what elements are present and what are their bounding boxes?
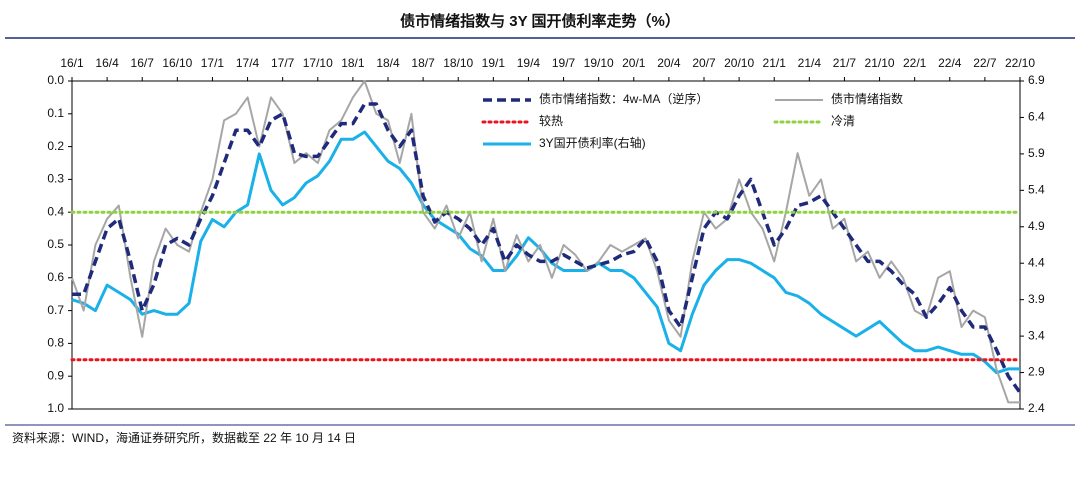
x-tick-label: 18/4 — [376, 56, 400, 70]
x-tick-label: 21/7 — [833, 56, 857, 70]
x-tick-label: 19/4 — [517, 56, 541, 70]
y2-tick-label: 6.4 — [1028, 110, 1045, 124]
x-tick-label: 20/10 — [724, 56, 754, 70]
x-tick-label: 22/10 — [1005, 56, 1035, 70]
y2-tick-label: 4.4 — [1028, 255, 1045, 269]
x-tick-label: 19/10 — [584, 56, 614, 70]
x-tick-label: 16/7 — [131, 56, 155, 70]
y-tick-label: 0.9 — [47, 368, 64, 382]
x-tick-label: 20/1 — [622, 56, 646, 70]
chart-title: 债市情绪指数与 3Y 国开债利率走势（%） — [400, 12, 680, 30]
y-tick-label: 0.0 — [47, 73, 64, 87]
y2-tick-label: 5.4 — [1028, 183, 1045, 197]
y2-tick-label: 4.9 — [1028, 219, 1045, 233]
y-tick-label: 0.1 — [47, 106, 64, 120]
source-note: 资料来源：WIND，海通证券研究所，数据截至 22 年 10 月 14 日 — [12, 430, 356, 445]
y2-tick-label: 3.4 — [1028, 328, 1045, 342]
legend-label: 较热 — [539, 113, 563, 128]
x-tick-label: 17/7 — [271, 56, 295, 70]
y-tick-label: 0.4 — [47, 204, 64, 218]
y2-tick-label: 5.9 — [1028, 146, 1045, 160]
x-tick-label: 16/10 — [162, 56, 192, 70]
x-tick-label: 17/10 — [303, 56, 333, 70]
y2-tick-label: 3.9 — [1028, 292, 1045, 306]
x-tick-label: 21/1 — [763, 56, 787, 70]
x-tick-label: 20/7 — [692, 56, 716, 70]
x-tick-label: 18/10 — [443, 56, 473, 70]
legend-label: 3Y国开债利率(右轴) — [539, 135, 646, 150]
x-tick-label: 21/4 — [798, 56, 822, 70]
y-tick-label: 0.3 — [47, 172, 64, 186]
x-tick-label: 22/4 — [938, 56, 962, 70]
y-tick-label: 0.2 — [47, 139, 64, 153]
x-tick-label: 17/1 — [201, 56, 225, 70]
x-tick-label: 18/7 — [411, 56, 435, 70]
x-tick-label: 19/7 — [552, 56, 576, 70]
y-tick-label: 0.5 — [47, 237, 64, 251]
x-tick-label: 20/4 — [657, 56, 681, 70]
y2-tick-label: 2.4 — [1028, 401, 1045, 415]
y-tick-label: 0.7 — [47, 303, 64, 317]
x-tick-label: 17/4 — [236, 56, 260, 70]
y2-tick-label: 6.9 — [1028, 73, 1045, 87]
y2-tick-label: 2.9 — [1028, 365, 1045, 379]
y-tick-label: 1.0 — [47, 401, 64, 415]
legend-label: 债市情绪指数 — [831, 91, 903, 106]
legend-label: 冷清 — [831, 114, 855, 128]
series-line — [71, 80, 1020, 404]
x-tick-label: 19/1 — [482, 56, 506, 70]
y-tick-label: 0.6 — [47, 270, 64, 284]
legend-label: 债市情绪指数：4w-MA（逆序） — [539, 91, 708, 106]
x-tick-label: 18/1 — [341, 56, 365, 70]
series-line — [72, 102, 1022, 394]
x-tick-label: 22/1 — [903, 56, 927, 70]
y-tick-label: 0.8 — [47, 336, 64, 350]
series-line — [71, 130, 1020, 375]
x-tick-label: 16/1 — [60, 56, 84, 70]
x-tick-label: 21/10 — [865, 56, 895, 70]
x-tick-label: 16/4 — [95, 56, 119, 70]
x-tick-label: 22/7 — [973, 56, 997, 70]
